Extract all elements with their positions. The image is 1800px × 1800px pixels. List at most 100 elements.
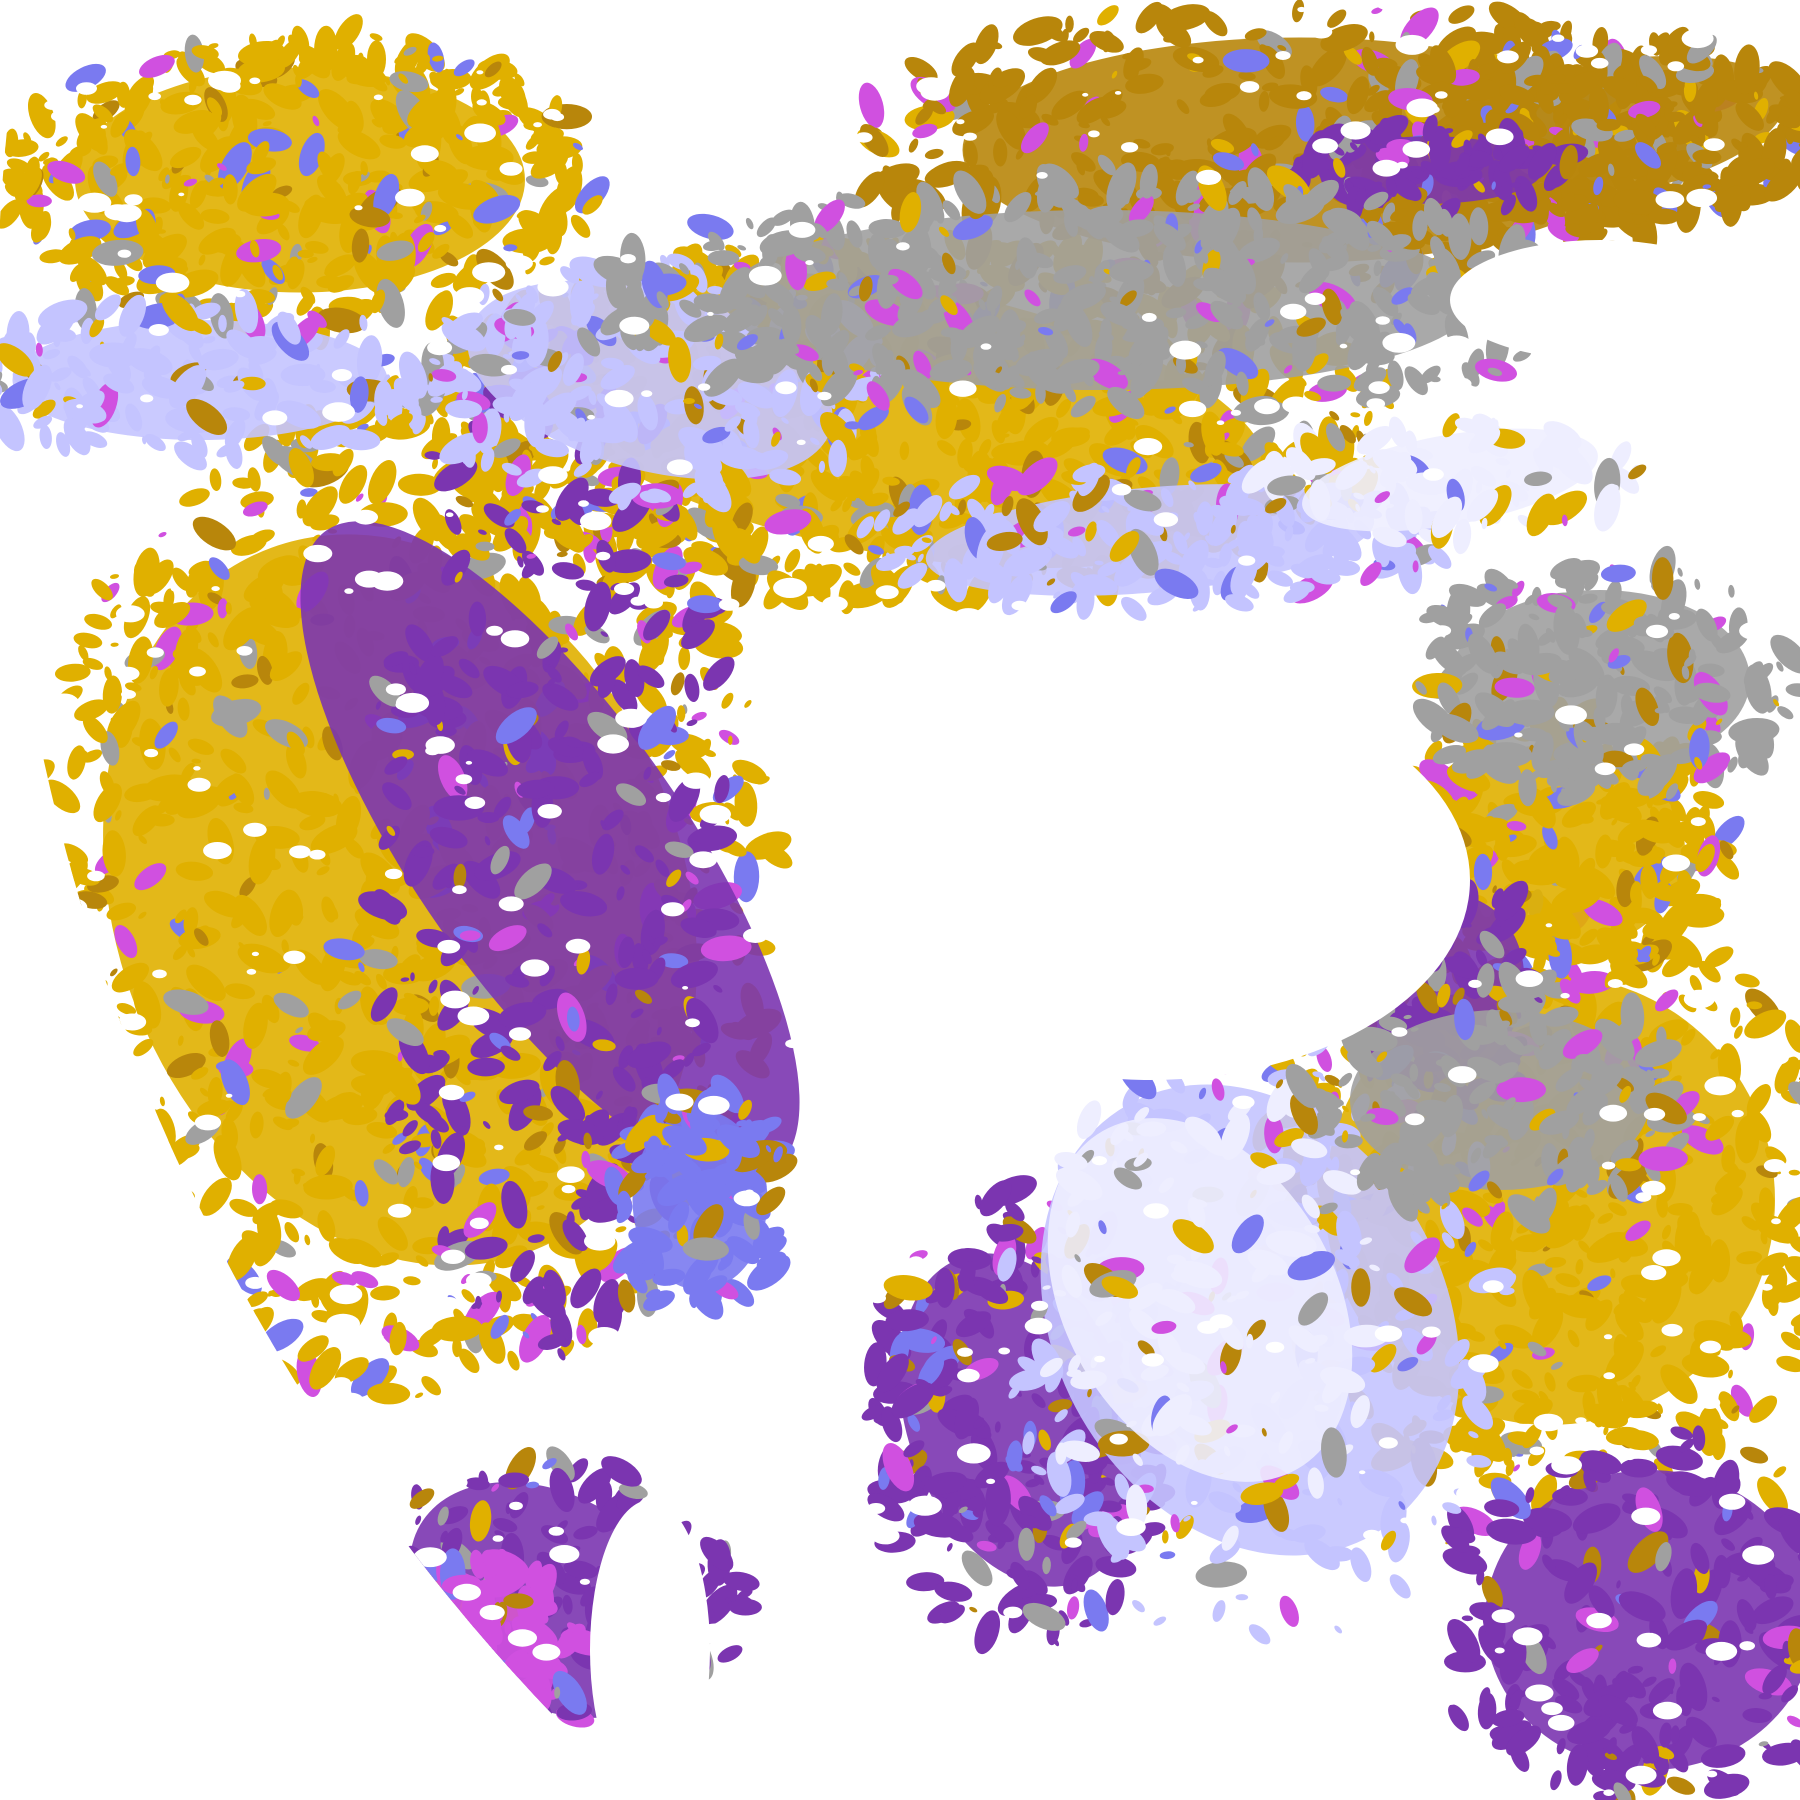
- cloud-speckle: [461, 1289, 475, 1303]
- cloud-speckle: [199, 1177, 232, 1216]
- cloud-speckle: [452, 1337, 462, 1358]
- cloud-speckle: [84, 613, 112, 630]
- cloud-speckle: [77, 970, 93, 980]
- cloud-speckle: [371, 1527, 381, 1536]
- cloud-speckle: [946, 1543, 953, 1552]
- cloud-speckle: [303, 1174, 353, 1200]
- cloud-speckle: [199, 1087, 209, 1097]
- cloud-speckle: [302, 486, 338, 527]
- cloud-speckle: [523, 1131, 548, 1151]
- cloud-speckle: [405, 1634, 415, 1644]
- cloud-speckle: [207, 632, 219, 648]
- cloud-speckle: [177, 1035, 184, 1046]
- cloud-speckle: [377, 1252, 399, 1266]
- cloud-speckle: [150, 1143, 161, 1156]
- cloud-speckle: [393, 1603, 408, 1631]
- cloud-speckle: [113, 709, 133, 748]
- cloud-speckle: [209, 468, 222, 492]
- cloud-speckle: [404, 1667, 448, 1690]
- cloud-speckle: [148, 1274, 165, 1289]
- cloud-speckle: [553, 1138, 566, 1155]
- cloud-speckle: [158, 531, 167, 538]
- cloud-speckle: [458, 1679, 476, 1704]
- cloud-speckle: [114, 1223, 144, 1251]
- cloud-speckle: [487, 1272, 522, 1302]
- cloud-speckle: [265, 770, 302, 809]
- cloud-speckle: [334, 1357, 369, 1384]
- cloud-speckle: [1544, 1372, 1556, 1392]
- cloud-speckle: [311, 453, 347, 472]
- cloud-speckle: [197, 1099, 231, 1118]
- cloud-speckle: [214, 773, 244, 799]
- cloud-speckle: [529, 1703, 540, 1717]
- cloud-speckle: [760, 843, 793, 869]
- cloud-speckle: [186, 946, 196, 958]
- cloud-speckle: [238, 942, 245, 950]
- cloud-speckle: [486, 1700, 537, 1728]
- cloud-speckle: [91, 578, 113, 601]
- cloud-speckle: [1786, 1715, 1800, 1728]
- cloud-speckle: [19, 878, 32, 902]
- cloud-speckle: [217, 598, 228, 619]
- cloud-speckle: [350, 1358, 390, 1398]
- cloud-speckle: [1461, 1615, 1474, 1622]
- cloud-speckle: [68, 976, 90, 989]
- cloud-speckle: [109, 574, 120, 579]
- cloud-speckle: [187, 738, 215, 755]
- cloud-speckle: [357, 1607, 388, 1641]
- cloud-speckle: [234, 894, 267, 936]
- cloud-speckle: [969, 1606, 978, 1613]
- cloud-speckle: [1734, 973, 1760, 988]
- cloud-speckle: [974, 1610, 1001, 1655]
- cloud-speckle: [183, 907, 199, 936]
- cloud-speckle: [354, 1180, 369, 1207]
- cloud-speckle: [1648, 208, 1680, 225]
- cloud-speckle: [216, 988, 226, 998]
- cloud-speckle: [447, 1650, 473, 1692]
- cloud-speckle: [408, 1715, 434, 1736]
- cloud-speckle: [387, 1664, 416, 1688]
- cloud-speckle: [154, 602, 191, 628]
- cloud-speckle: [496, 1712, 504, 1721]
- cloud-speckle: [114, 924, 138, 959]
- cloud-speckle: [422, 1643, 446, 1668]
- cloud-speckle: [458, 514, 492, 545]
- cloud-speckle: [471, 1717, 489, 1729]
- cloud-speckle: [394, 1653, 421, 1677]
- cloud-speckle: [64, 1135, 88, 1151]
- cloud-speckle: [159, 667, 179, 707]
- cloud-speckle: [744, 699, 752, 708]
- cloud-speckle: [133, 1143, 153, 1179]
- cloud-speckle: [397, 1051, 403, 1062]
- cloud-speckle: [309, 1346, 342, 1390]
- cloud-speckle: [478, 1694, 511, 1714]
- cloud-speckle: [408, 1666, 452, 1703]
- cloud-speckle: [133, 1038, 154, 1057]
- cloud-speckle: [269, 889, 298, 938]
- cloud-speckle: [463, 1712, 511, 1741]
- cloud-speckle: [294, 1278, 331, 1302]
- cloud-speckle: [362, 1667, 410, 1691]
- cloud-speckle: [1741, 1216, 1759, 1231]
- cloud-speckle: [415, 1392, 424, 1399]
- cloud-speckle: [247, 467, 261, 492]
- cloud-speckle: [284, 1222, 300, 1243]
- cloud-speckle: [332, 1092, 358, 1106]
- cloud-speckle: [124, 682, 142, 692]
- cloud-speckle: [381, 1700, 401, 1712]
- cloud-speckle: [303, 957, 312, 972]
- cloud-speckle: [132, 805, 162, 837]
- cloud-speckle: [60, 919, 78, 943]
- cloud-speckle: [172, 647, 206, 665]
- cloud-speckle: [435, 1605, 441, 1615]
- cloud-speckle: [269, 580, 283, 608]
- cloud-speckle: [474, 1704, 507, 1729]
- cloud-speckle: [418, 1596, 424, 1608]
- cloud-speckle: [114, 1152, 131, 1184]
- cloud-speckle: [286, 731, 305, 756]
- cloud-speckle: [224, 983, 256, 1000]
- cloud-speckle: [366, 1122, 398, 1139]
- cloud-speckle: [843, 562, 861, 576]
- cloud-speckle: [431, 1643, 458, 1694]
